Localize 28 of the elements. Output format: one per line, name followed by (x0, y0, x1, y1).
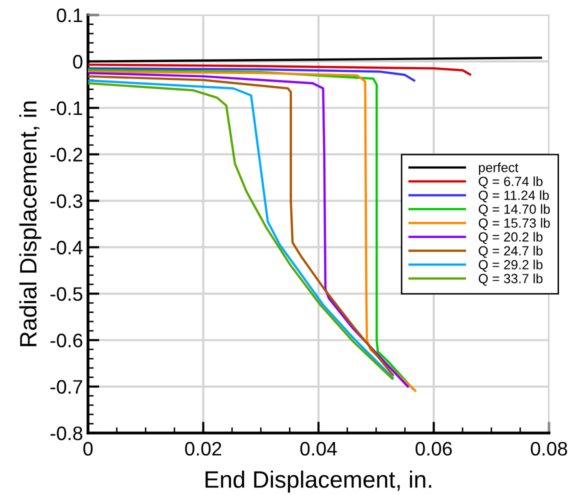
legend-label: Q = 24.7 lb (478, 246, 542, 258)
y-axis-title: Radial Displacement, in (19, 102, 42, 346)
y-tick-label: 0 (73, 54, 82, 69)
y-tick-label: -0.4 (50, 240, 83, 254)
x-tick-label: 0.02 (185, 442, 222, 456)
y-tick-label: 0.1 (56, 8, 82, 22)
x-tick-label: 0.04 (300, 442, 337, 456)
y-tick-label: -0.6 (50, 334, 82, 348)
legend-label: Q = 15.73 lb (478, 218, 550, 230)
x-tick-label: 0.08 (530, 442, 568, 456)
legend-label: Q = 20.2 lb (478, 232, 542, 244)
legend-label: Q = 33.7 lb (478, 274, 542, 286)
y-tick-label: -0.5 (50, 287, 82, 301)
y-tick-label: -0.2 (50, 148, 82, 162)
legend-label: Q = 29.2 lb (478, 260, 542, 272)
x-axis-title: End Displacement, in. (206, 470, 432, 493)
y-tick-label: -0.7 (50, 380, 82, 394)
legend-label: Q = 6.74 lb (478, 176, 542, 188)
y-tick-label: -0.8 (50, 426, 82, 440)
legend-label: perfect (478, 162, 518, 175)
y-tick-label: -0.3 (50, 194, 82, 208)
line-series (88, 67, 416, 82)
y-tick-label: -0.1 (50, 101, 82, 116)
line-series (88, 64, 472, 76)
x-tick-label: 0.06 (416, 442, 452, 456)
legend-label: Q = 11.24 lb (478, 190, 549, 202)
x-tick-label: 0 (83, 442, 93, 456)
legend-label: Q = 14.70 lb (478, 204, 550, 216)
